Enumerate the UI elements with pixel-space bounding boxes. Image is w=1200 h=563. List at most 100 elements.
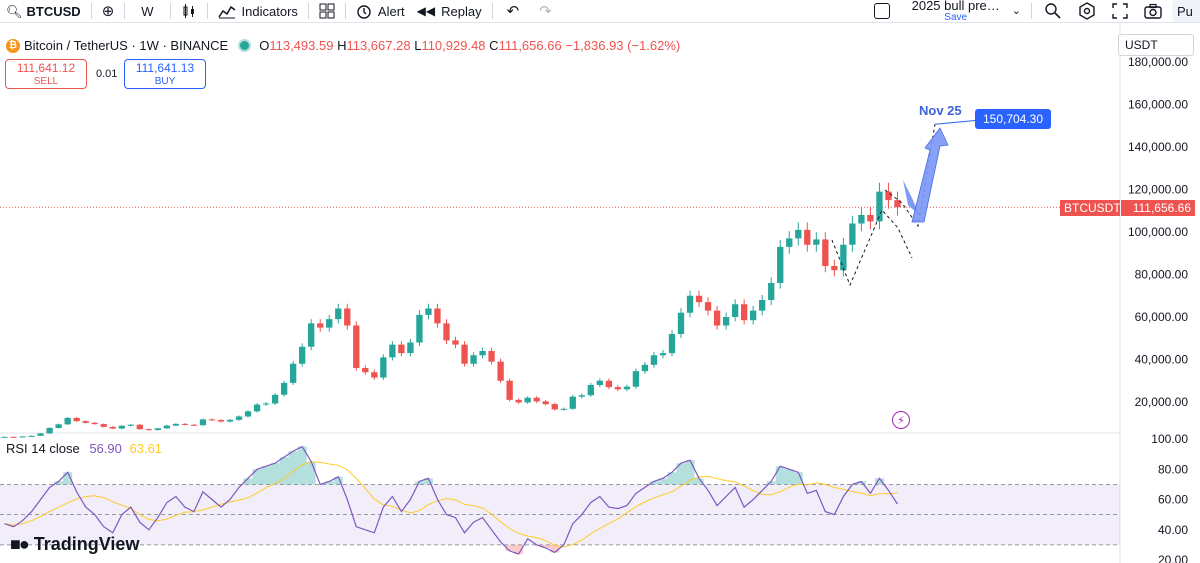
candle-body xyxy=(10,436,17,438)
candle-body xyxy=(695,295,703,303)
save-link[interactable]: Save xyxy=(944,12,968,23)
publish-button[interactable]: Pu xyxy=(1172,0,1200,22)
rsi-overbought-fill xyxy=(333,476,343,485)
rsi-overbought-fill xyxy=(667,472,677,485)
indicators-label: Indicators xyxy=(241,3,298,19)
close-value: 111,656.66 xyxy=(498,38,562,53)
rsi-ma-value: 63.61 xyxy=(129,441,163,456)
candle-body xyxy=(181,423,189,425)
layout-toggle[interactable] xyxy=(868,0,896,22)
currency-label: USDT xyxy=(1125,38,1158,52)
quick-search-button[interactable] xyxy=(1036,0,1070,22)
candle-body xyxy=(91,422,98,425)
projection-arrow-up xyxy=(911,127,949,223)
layouts-button[interactable] xyxy=(313,0,341,22)
fullscreen-icon xyxy=(1112,3,1128,19)
settings-button[interactable] xyxy=(1070,0,1104,22)
brand-label: TradingView xyxy=(33,534,140,554)
candle-body xyxy=(659,353,667,356)
candle-body xyxy=(795,229,802,239)
buy-button[interactable]: 111,641.13 BUY xyxy=(124,59,206,89)
projection-drawing: Nov 25 150,704.30 xyxy=(831,103,1051,287)
symbol-search[interactable]: 🔍︎ BTCUSD xyxy=(0,0,87,22)
candle-body xyxy=(804,229,811,245)
rsi-line xyxy=(4,445,899,555)
rsi-overbought-fill xyxy=(306,461,316,485)
candle-body xyxy=(362,368,369,373)
rsi-axis-label: 20.00 xyxy=(1158,553,1188,563)
projection-date-label: Nov 25 xyxy=(919,103,962,118)
indicators-button[interactable]: Indicators xyxy=(212,0,304,22)
tradingview-logo[interactable]: ■● TradingView xyxy=(10,534,139,555)
rsi-legend[interactable]: RSI 14 close 56.90 63.61 xyxy=(6,441,162,456)
rsi-overbought-fill xyxy=(658,478,668,485)
candle-body xyxy=(380,357,387,378)
chart-type-button[interactable] xyxy=(175,0,203,22)
low-value: 110,929.48 xyxy=(421,38,486,53)
candle-body xyxy=(425,308,432,315)
candle-body xyxy=(641,364,649,372)
rsi-oversold-fill xyxy=(514,544,524,554)
alert-button[interactable]: Alert xyxy=(350,0,411,22)
candle-body xyxy=(37,433,44,436)
buy-price: 111,641.13 xyxy=(135,61,195,75)
price-axis-label: 100,000.00 xyxy=(1128,225,1188,239)
snapshot-button[interactable] xyxy=(1136,0,1170,22)
layout-dropdown[interactable]: ⌄ xyxy=(1006,0,1027,22)
last-price-tag: 111,656.66 xyxy=(1121,200,1195,216)
candle-body xyxy=(470,355,477,364)
candle-body xyxy=(560,408,567,410)
rsi-overbought-fill xyxy=(243,478,253,485)
redo-button[interactable]: ↷ xyxy=(529,0,562,22)
divider xyxy=(344,3,346,19)
rsi-overbought-fill xyxy=(694,478,704,485)
price-axis-label: 160,000.00 xyxy=(1128,98,1188,112)
rsi-axis-label: 40.00 xyxy=(1158,523,1188,537)
replay-button[interactable]: ◀◀ Replay xyxy=(411,0,488,22)
compare-button[interactable]: ⊕ xyxy=(96,0,121,22)
price-axis-label: 80,000.00 xyxy=(1135,268,1189,282)
fullscreen-button[interactable] xyxy=(1104,0,1136,22)
divider xyxy=(169,3,171,19)
candles-icon xyxy=(183,4,194,18)
rsi-overbought-fill xyxy=(423,478,433,485)
symbol-price-tag: BTCUSDT xyxy=(1060,200,1121,216)
rsi-overbought-fill xyxy=(252,469,262,485)
redo-icon: ↷ xyxy=(539,2,552,20)
candle-body xyxy=(371,372,378,378)
candle-body xyxy=(650,355,658,365)
search-settings-icon xyxy=(1045,3,1061,19)
price-axis-label: 180,000.00 xyxy=(1128,55,1188,69)
layout-name: 2025 bull pre… xyxy=(911,0,1000,13)
candle-body xyxy=(605,380,613,388)
sell-price: 111,641.12 xyxy=(16,61,76,75)
candle-body xyxy=(461,344,468,364)
divider xyxy=(491,3,493,19)
candle-body xyxy=(118,425,125,429)
sell-button[interactable]: 111,641.12 SELL xyxy=(5,59,87,89)
currency-selector[interactable]: USDT xyxy=(1118,34,1194,56)
candle-body xyxy=(722,317,730,326)
candle-body xyxy=(849,223,856,245)
candle-body xyxy=(867,215,874,222)
candle-body xyxy=(786,238,793,247)
candle-body xyxy=(858,215,865,224)
candle-body xyxy=(434,308,441,324)
candle-body xyxy=(587,385,594,396)
candle-body xyxy=(154,428,162,431)
rsi-oversold-fill xyxy=(505,544,515,551)
candle-body xyxy=(19,436,26,438)
candle-body xyxy=(740,304,748,321)
candle-body xyxy=(506,380,513,400)
candle-body xyxy=(353,325,360,368)
symbol-title[interactable]: Bitcoin / TetherUS · 1W · BINANCE xyxy=(24,38,229,53)
layout-save-menu[interactable]: 2025 bull pre… Save xyxy=(906,0,1006,23)
lightning-icon[interactable]: ⚡︎ xyxy=(892,411,910,429)
undo-button[interactable]: ↶ xyxy=(497,0,530,22)
interval-button[interactable]: W xyxy=(129,0,165,22)
interval-label: W xyxy=(141,3,154,19)
rsi-value: 56.90 xyxy=(89,441,122,456)
bitcoin-icon: ₿ xyxy=(6,38,20,53)
symbol-legend: ₿ Bitcoin / TetherUS · 1W · BINANCE O113… xyxy=(6,38,680,53)
